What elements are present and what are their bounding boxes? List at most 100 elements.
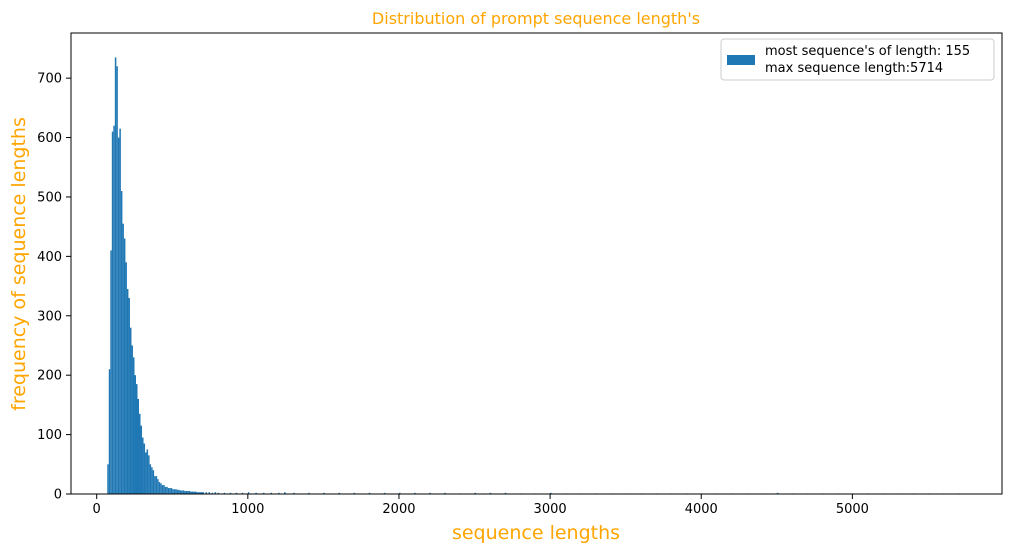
histogram-bar bbox=[368, 492, 371, 494]
histogram-bar bbox=[172, 489, 174, 494]
histogram-bar bbox=[114, 57, 117, 495]
legend-line-1: most sequence's of length: 155 bbox=[765, 44, 970, 59]
histogram-bar bbox=[353, 492, 356, 494]
histogram-bar bbox=[170, 488, 173, 494]
histogram-bar bbox=[155, 476, 158, 494]
histogram-bars bbox=[107, 57, 960, 495]
histogram-bar bbox=[143, 443, 146, 494]
histogram-bar bbox=[176, 489, 179, 494]
x-tick-label: 1000 bbox=[231, 502, 264, 517]
histogram-bar bbox=[123, 238, 126, 494]
y-tick-label: 600 bbox=[37, 131, 62, 146]
histogram-bar bbox=[161, 485, 164, 494]
chart-title: Distribution of prompt sequence length's bbox=[372, 9, 700, 28]
histogram-bar bbox=[146, 449, 149, 494]
histogram-bar bbox=[217, 492, 220, 494]
histogram-bar bbox=[152, 470, 155, 494]
histogram-bar bbox=[117, 137, 120, 494]
histogram-bar bbox=[116, 66, 118, 495]
y-axis-ticks: 0 100 200 300 400 500 600 700 bbox=[37, 72, 71, 503]
histogram-bar bbox=[241, 492, 244, 494]
histogram-bar bbox=[229, 492, 232, 494]
x-tick-label: 2000 bbox=[382, 502, 415, 517]
histogram-bar bbox=[185, 491, 188, 494]
histogram-bar bbox=[338, 492, 341, 494]
histogram-bar bbox=[182, 490, 185, 494]
histogram-bar bbox=[122, 223, 124, 494]
histogram-bar bbox=[293, 492, 295, 494]
histogram-bar bbox=[383, 492, 386, 494]
histogram-bar bbox=[190, 491, 192, 494]
x-tick-label: 5000 bbox=[836, 502, 869, 517]
histogram-bar bbox=[178, 489, 180, 494]
histogram-bar bbox=[131, 345, 133, 494]
histogram-bar bbox=[135, 384, 138, 494]
x-tick-label: 3000 bbox=[534, 502, 567, 517]
histogram-bar bbox=[255, 492, 257, 494]
histogram-bar bbox=[164, 486, 167, 494]
y-tick-label: 500 bbox=[37, 190, 62, 205]
histogram-bar bbox=[323, 492, 325, 494]
histogram-bar bbox=[214, 492, 217, 494]
histogram-bar bbox=[550, 492, 552, 494]
plot-frame bbox=[70, 32, 1003, 495]
histogram-bar bbox=[108, 369, 111, 494]
histogram-bar bbox=[169, 488, 171, 494]
histogram-bar bbox=[179, 490, 182, 494]
histogram-bar bbox=[166, 486, 168, 494]
histogram-bar bbox=[489, 492, 492, 494]
y-tick-label: 200 bbox=[37, 369, 62, 384]
histogram-bar bbox=[148, 455, 150, 494]
histogram-bar bbox=[284, 492, 286, 494]
y-axis-label: frequency of sequence lengths bbox=[8, 117, 30, 411]
histogram-bar bbox=[134, 375, 136, 494]
histogram-bar bbox=[193, 491, 195, 494]
histogram-bar bbox=[175, 489, 177, 494]
histogram-bar bbox=[142, 437, 144, 494]
histogram-bar bbox=[197, 492, 200, 494]
histogram-bar bbox=[188, 491, 191, 494]
histogram-bar bbox=[137, 398, 140, 494]
histogram-bar bbox=[278, 492, 280, 494]
histogram-bar bbox=[205, 492, 208, 494]
histogram-bar bbox=[247, 492, 250, 494]
histogram-bar bbox=[107, 464, 109, 494]
histogram-bar bbox=[208, 492, 211, 494]
histogram-bar bbox=[167, 488, 170, 494]
histogram-bar bbox=[158, 482, 161, 494]
y-tick-label: 700 bbox=[37, 72, 62, 87]
histogram-bar bbox=[151, 467, 153, 494]
histogram-bar bbox=[126, 289, 129, 494]
histogram-bar bbox=[211, 492, 214, 494]
histogram-bar bbox=[160, 483, 162, 494]
histogram-bar bbox=[202, 492, 204, 494]
histogram-bar bbox=[132, 357, 135, 494]
histogram-bar bbox=[129, 327, 132, 494]
histogram-bar bbox=[191, 491, 194, 494]
histogram-bar bbox=[145, 452, 147, 494]
histogram-bar bbox=[184, 491, 186, 494]
histogram-bar bbox=[308, 492, 310, 494]
histogram-bar bbox=[429, 492, 431, 494]
histogram-bar bbox=[196, 492, 198, 494]
histogram-bar bbox=[474, 492, 477, 494]
histogram-bar bbox=[235, 492, 238, 494]
histogram-bar bbox=[113, 125, 115, 495]
legend-line-2: max sequence length:5714 bbox=[765, 61, 943, 76]
histogram-bar bbox=[270, 492, 273, 494]
histogram-bar bbox=[194, 491, 197, 494]
histogram-bar bbox=[223, 492, 226, 494]
y-tick-label: 300 bbox=[37, 309, 62, 324]
histogram-bar bbox=[173, 489, 176, 494]
y-tick-label: 400 bbox=[37, 250, 62, 265]
histogram-bar bbox=[414, 492, 416, 494]
histogram-bar bbox=[163, 485, 165, 494]
histogram-bar bbox=[157, 479, 159, 494]
histogram-bar bbox=[154, 476, 156, 494]
histogram-bar bbox=[200, 492, 203, 494]
y-tick-label: 100 bbox=[37, 428, 62, 443]
y-tick-label: 0 bbox=[54, 488, 62, 503]
x-axis-label: sequence lengths bbox=[452, 522, 620, 544]
